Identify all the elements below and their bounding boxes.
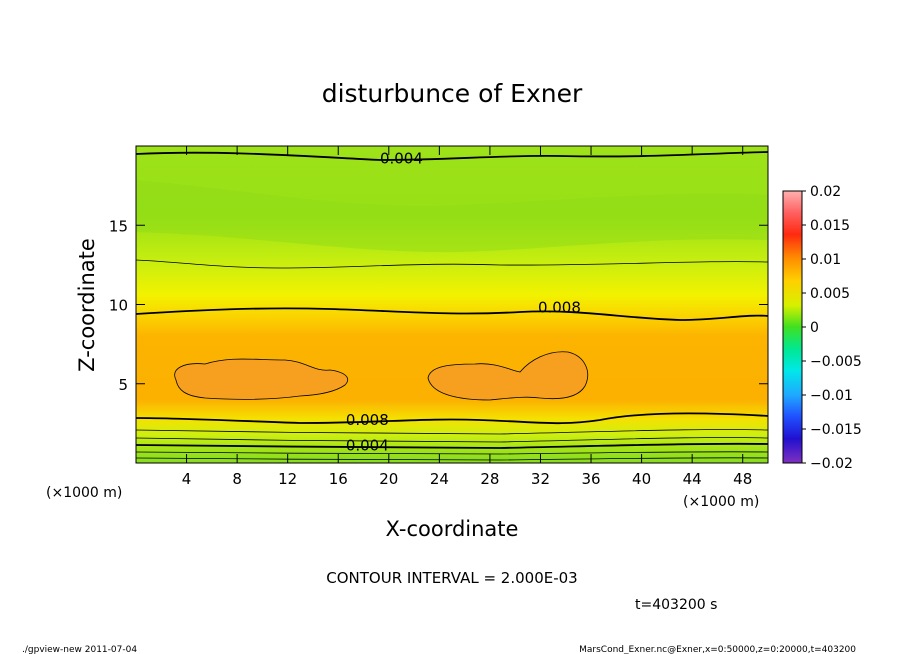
x-tick-label: 44	[683, 470, 702, 488]
colorbar-label: 0.01	[810, 252, 841, 268]
footer-left: ./gpview-new 2011-07-04	[22, 645, 137, 654]
field-upper-band	[136, 180, 768, 253]
time-stamp: t=403200 s	[635, 597, 717, 613]
x-unit-right: (×1000 m)	[683, 494, 759, 510]
contour-line-lower-thin-c	[136, 451, 768, 455]
contour-line-lower-0004	[136, 442, 768, 449]
contour-line-lower-thin-a	[136, 429, 768, 435]
colorbar-label: −0.02	[810, 456, 853, 472]
x-tick-label: 24	[430, 470, 449, 488]
x-unit-left: (×1000 m)	[46, 485, 122, 501]
colorbar-label: 0.015	[810, 218, 850, 234]
y-tick-label: 5	[118, 376, 128, 394]
x-tick-label: 12	[278, 470, 297, 488]
y-tick-label: 15	[109, 217, 128, 235]
x-tick-label: 36	[581, 470, 600, 488]
x-axis-ticks: 4 8 12 16 20 24 28 32 36 40 44 48	[182, 146, 752, 488]
positive-blob-left	[174, 358, 349, 400]
contour-line-upper-thin	[136, 259, 768, 269]
contour-line-lower-thin-d	[136, 457, 768, 461]
x-tick-label: 32	[531, 470, 550, 488]
contour-label: 0.008	[538, 299, 581, 317]
colorbar-label: −0.005	[810, 354, 862, 370]
x-tick-label: 8	[232, 470, 242, 488]
positive-blob-right	[427, 351, 589, 401]
colorbar-labels: 0.02 0.015 0.01 0.005 0 −0.005 −0.01 −0.015 −0.0…	[802, 184, 862, 472]
y-tick-label: 10	[109, 297, 128, 315]
contour-interval-text: CONTOUR INTERVAL = 2.000E-03	[326, 569, 577, 587]
colorbar-label: 0.02	[810, 184, 841, 200]
contour-label: 0.004	[380, 150, 423, 168]
contour-line-upper-0004	[136, 151, 768, 161]
contour-line-lower-thin-b	[136, 437, 768, 443]
contour-labels: 0.004 0.008 0.008 0.004	[346, 150, 581, 455]
x-tick-label: 48	[733, 470, 752, 488]
y-axis-ticks: 5 10 15	[109, 217, 768, 394]
y-axis-label: Z-coordinate	[75, 238, 99, 372]
x-axis-label: X-coordinate	[386, 517, 519, 541]
footer-right: MarsCond_Exner.nc@Exner,x=0:50000,z=0:20…	[579, 645, 856, 654]
contour-line-upper-0008	[136, 307, 768, 321]
x-tick-label: 16	[329, 470, 348, 488]
x-tick-label: 40	[632, 470, 651, 488]
x-tick-label: 20	[379, 470, 398, 488]
contour-label: 0.004	[346, 437, 389, 455]
contour-field	[136, 146, 768, 463]
colorbar-label: 0.005	[810, 286, 850, 302]
chart-title: disturbunce of Exner	[322, 79, 583, 108]
x-tick-label: 4	[182, 470, 192, 488]
colorbar	[782, 190, 803, 464]
colorbar-label: 0	[810, 320, 819, 336]
contour-line-lower-0008	[136, 412, 768, 425]
x-tick-label: 28	[480, 470, 499, 488]
contour-label: 0.008	[346, 411, 389, 429]
colorbar-label: −0.01	[810, 388, 853, 404]
colorbar-label: −0.015	[810, 422, 862, 438]
